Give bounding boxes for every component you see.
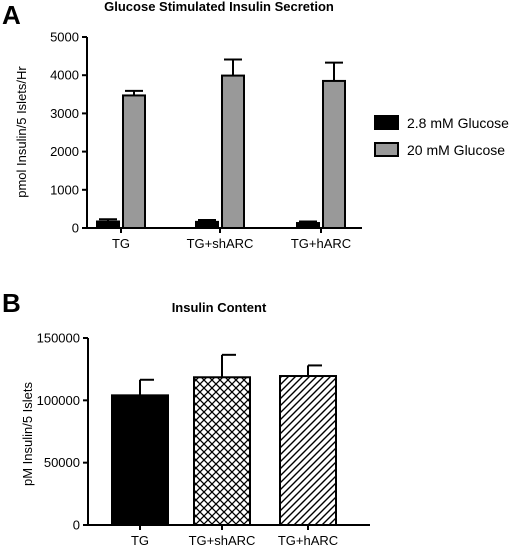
x-tick-label: TG+shARC xyxy=(189,533,256,547)
chart-a-plot: 0 1000 2000 3000 4000 5000 TG TG+shARC TG+hARC xyxy=(50,30,362,251)
y-tick-label: 100000 xyxy=(37,393,80,408)
y-tick-label: 1000 xyxy=(50,182,79,197)
y-tick-label: 3000 xyxy=(50,106,79,121)
y-tick-label: 50000 xyxy=(44,455,80,470)
x-tick-label: TG xyxy=(112,236,130,251)
bar xyxy=(296,222,320,229)
bar xyxy=(221,74,245,229)
bar xyxy=(122,94,146,229)
bar xyxy=(322,79,346,230)
bar xyxy=(195,220,219,230)
y-tick-label: 0 xyxy=(72,221,79,236)
panel-b-label: B xyxy=(2,288,21,318)
legend-label: 20 mM Glucose xyxy=(407,142,505,158)
panel-a-label: A xyxy=(2,0,21,30)
chart-b-ylabel: pM Insulin/5 Islets xyxy=(20,381,35,486)
chart-a-title: Glucose Stimulated Insulin Secretion xyxy=(104,0,334,14)
x-tick-label: TG+hARC xyxy=(291,236,351,251)
bar xyxy=(279,375,337,527)
bar xyxy=(193,376,251,526)
chart-a-ylabel: pmol Insulin/5 Islets/Hr xyxy=(14,66,29,198)
y-tick-label: 0 xyxy=(73,518,80,533)
y-tick-label: 2000 xyxy=(50,144,79,159)
chart-b-plot: 0 50000 100000 150000 TG TG+shARC TG+hARC xyxy=(37,331,370,547)
legend-label: 2.8 mM Glucose xyxy=(407,115,509,131)
legend-swatch xyxy=(374,142,399,157)
y-tick-label: 4000 xyxy=(50,68,79,83)
x-tick-label: TG+shARC xyxy=(187,236,254,251)
legend-swatch xyxy=(374,115,399,130)
bar xyxy=(111,394,169,527)
x-tick-label: TG xyxy=(131,533,149,547)
bar xyxy=(96,220,120,229)
x-tick-label: TG+hARC xyxy=(278,533,338,547)
y-tick-label: 150000 xyxy=(37,331,80,346)
chart-a-legend: 2.8 mM Glucose 20 mM Glucose xyxy=(374,115,509,158)
chart-b-title: Insulin Content xyxy=(172,300,267,315)
y-tick-label: 5000 xyxy=(50,30,79,45)
